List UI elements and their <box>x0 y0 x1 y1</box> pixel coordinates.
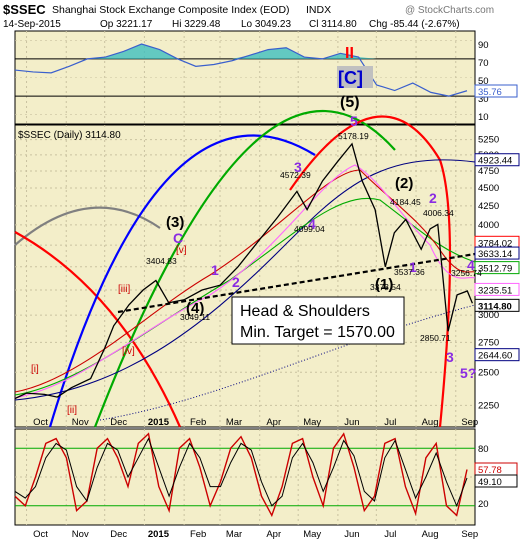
stoch-k-value: 57.78 <box>478 465 502 476</box>
price-x-tick-Jun: Jun <box>344 417 359 428</box>
price-x-tick-May: May <box>303 417 321 428</box>
stoch-tick-80: 80 <box>478 444 489 455</box>
price-y-tick-4000: 4000 <box>478 220 499 231</box>
price-label-3373: 3373.54 <box>370 282 401 292</box>
rsi-tick-10: 10 <box>478 112 489 123</box>
price-right-label-2644.60: 2644.60 <box>478 351 512 362</box>
stoch-x-tick-Apr: Apr <box>266 529 281 540</box>
sub-wave-iii-label: [iii] <box>118 284 130 295</box>
price-label-3404: 3404.83 <box>146 256 177 266</box>
price-x-tick-Jul: Jul <box>384 417 396 428</box>
stoch-x-tick-Aug: Aug <box>422 529 439 540</box>
stoch-tick-20: 20 <box>478 499 489 510</box>
price-y-tick-2250: 2250 <box>478 400 499 411</box>
stoch-x-tick-Nov: Nov <box>72 529 89 540</box>
price-label-4006: 4006.34 <box>423 208 454 218</box>
minor-wave-2-label: 2 <box>429 190 437 206</box>
price-label-3049: 3049.11 <box>180 312 210 322</box>
minor-wave-5-label: 5? <box>460 365 476 381</box>
stoch-x-tick-Oct: Oct <box>33 529 48 540</box>
wave-5-label: (5) <box>340 94 360 111</box>
price-x-tick-Oct: Oct <box>33 417 48 428</box>
price-x-tick-Mar: Mar <box>226 417 242 428</box>
price-x-tick-Dec: Dec <box>110 417 127 428</box>
price-label-3537: 3537.36 <box>394 267 425 277</box>
bracket-c-label: [C] <box>338 68 363 88</box>
price-y-tick-4750: 4750 <box>478 166 499 177</box>
price-right-label-4923.44: 4923.44 <box>478 156 512 167</box>
price-label-5178: 5178.19 <box>338 131 369 141</box>
chart-change: Chg -85.44 (-2.67%) <box>369 19 460 30</box>
rsi-value-label: 35.76 <box>478 87 502 98</box>
price-right-label-3512.79: 3512.79 <box>478 264 512 275</box>
chart-high: Hi 3229.48 <box>172 19 221 30</box>
chart-exchange: INDX <box>306 4 331 16</box>
wave-2-label: (2) <box>395 175 413 192</box>
price-x-tick-2015: 2015 <box>148 417 170 428</box>
stoch-x-tick-May: May <box>303 529 321 540</box>
price-label-4184: 4184.45 <box>390 197 421 207</box>
chart-open: Op 3221.17 <box>100 19 153 30</box>
price-x-tick-Nov: Nov <box>72 417 89 428</box>
sub-wave-i-label: [i] <box>31 364 39 375</box>
minor-wave-3-label: 3 <box>446 349 454 365</box>
price-y-tick-2500: 2500 <box>478 367 499 378</box>
chart-date: 14-Sep-2015 <box>3 19 61 30</box>
price-right-label-3235.51: 3235.51 <box>478 285 512 296</box>
sub-wave-1-label: 1 <box>211 262 219 278</box>
stoch-x-tick-2015: 2015 <box>148 529 170 540</box>
price-panel-title: $SSEC (Daily) 3114.80 <box>18 130 121 141</box>
price-label-2850: 2850.71 <box>420 333 451 343</box>
price-y-tick-4500: 4500 <box>478 183 499 194</box>
chart-close: Cl 3114.80 <box>309 19 357 30</box>
price-x-tick-Sep: Sep <box>461 417 478 428</box>
price-y-tick-5250: 5250 <box>478 135 499 146</box>
stochastic-x-axis: Oct Nov Dec 2015 Feb Mar Apr May Jun Jul Aug Sep <box>33 529 478 540</box>
stoch-x-tick-Jul: Jul <box>384 529 396 540</box>
stoch-x-tick-Jun: Jun <box>344 529 359 540</box>
sub-wave-5-label: 5 <box>350 113 358 129</box>
stoch-x-tick-Feb: Feb <box>190 529 206 540</box>
price-x-tick-Aug: Aug <box>422 417 439 428</box>
sub-wave-iv-label: [iv] <box>122 346 135 357</box>
stoch-x-tick-Mar: Mar <box>226 529 242 540</box>
stoch-d-value: 49.10 <box>478 477 502 488</box>
rsi-tick-90: 90 <box>478 40 489 51</box>
wave-3-label: (3) <box>166 214 184 231</box>
sub-wave-ii-label: [ii] <box>67 405 77 416</box>
price-x-tick-Feb: Feb <box>190 417 206 428</box>
chart-low: Lo 3049.23 <box>241 19 291 30</box>
head-shoulders-target: Min. Target = 1570.00 <box>240 324 395 341</box>
chart-index-name: Shanghai Stock Exchange Composite Index … <box>52 4 290 16</box>
price-x-tick-Apr: Apr <box>266 417 281 428</box>
price-right-label-3114.80: 3114.80 <box>478 301 512 312</box>
chart-symbol: $SSEC <box>3 2 46 17</box>
rsi-tick-70: 70 <box>478 58 489 69</box>
price-right-label-3633.14: 3633.14 <box>478 249 512 260</box>
sub-wave-v-label: [v] <box>176 245 187 256</box>
cycle-label: II <box>345 45 354 62</box>
price-y-tick-4250: 4250 <box>478 201 499 212</box>
stoch-x-tick-Sep: Sep <box>461 529 478 540</box>
sub-wave-2-label: 2 <box>232 274 240 290</box>
chart-watermark: @ StockCharts.com <box>405 5 494 16</box>
wave-c-label: C <box>173 230 183 246</box>
price-y-tick-2750: 2750 <box>478 337 499 348</box>
price-label-4099: 4099.04 <box>294 224 325 234</box>
head-shoulders-title: Head & Shoulders <box>240 303 370 320</box>
stoch-x-tick-Dec: Dec <box>110 529 127 540</box>
price-label-4572: 4572.39 <box>280 170 311 180</box>
price-label-3256: 3256.74 <box>451 268 482 278</box>
